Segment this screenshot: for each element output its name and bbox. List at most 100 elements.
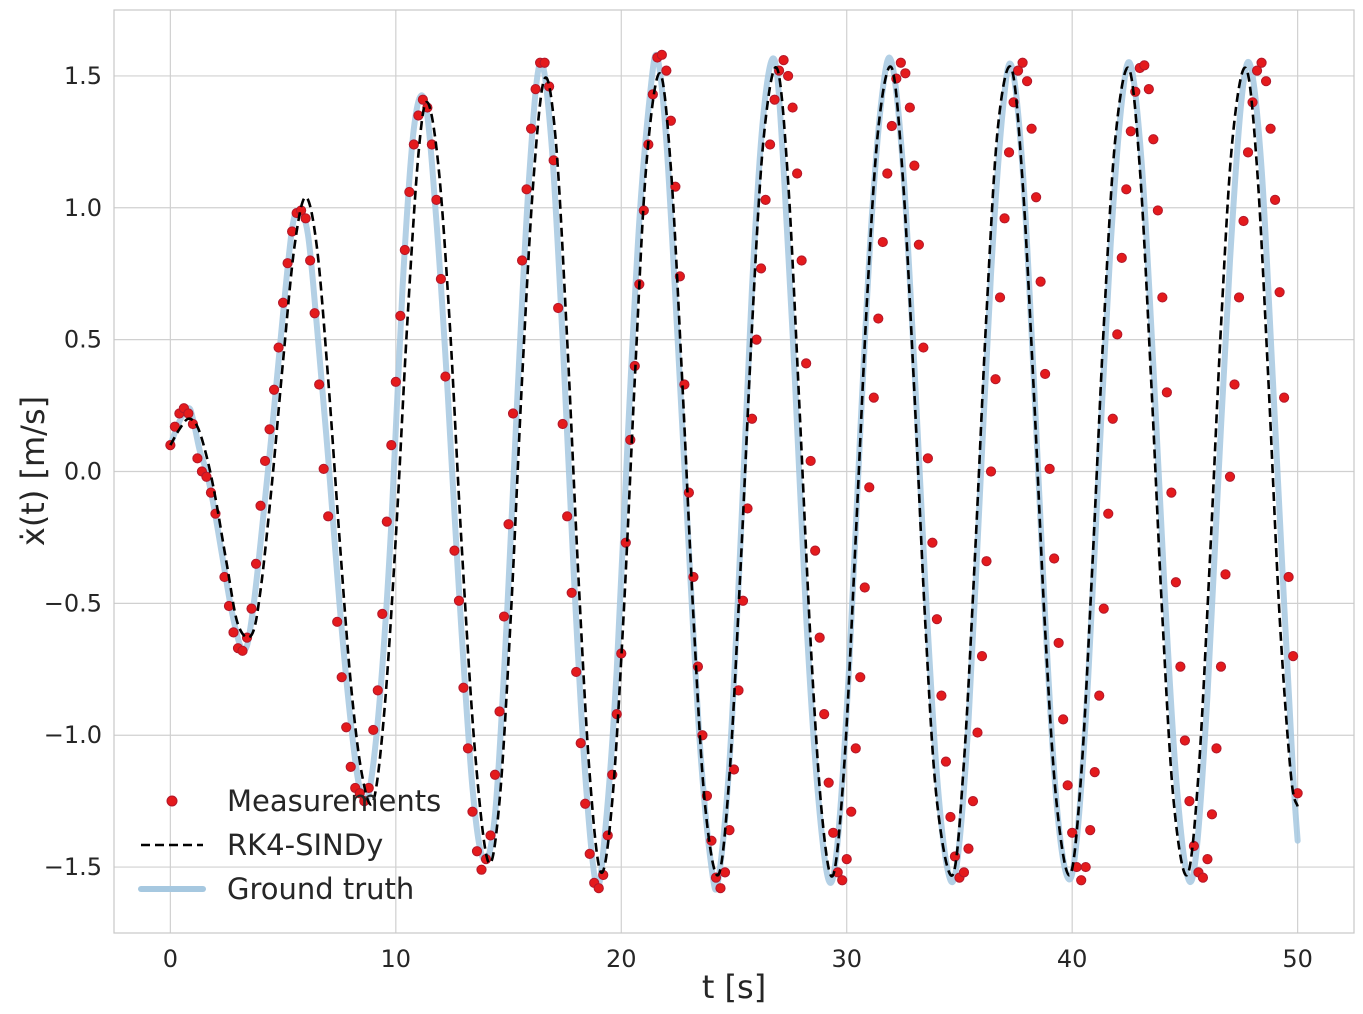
measurement-point	[1256, 57, 1267, 68]
measurement-point	[1288, 651, 1299, 662]
measurement-point	[453, 595, 465, 606]
measurement-point	[1017, 57, 1028, 68]
measurement-point	[1026, 123, 1037, 134]
measurement-point	[873, 313, 884, 324]
measurement-point	[864, 482, 875, 493]
measurement-point	[625, 434, 636, 445]
measurement-point	[746, 413, 758, 424]
measurement-point	[264, 424, 275, 435]
measurement-point	[449, 545, 460, 556]
measurement-point	[1116, 252, 1127, 263]
measurement-point	[390, 376, 401, 387]
x-tick-label: 20	[606, 945, 637, 973]
measurement-point	[805, 455, 816, 467]
measurement-point	[1206, 809, 1218, 820]
measurement-point	[503, 519, 514, 530]
measurement-point	[309, 308, 320, 319]
measurement-point	[859, 582, 870, 593]
x-tick-label: 10	[381, 945, 412, 973]
measurement-point	[913, 239, 924, 250]
measurement-point	[1202, 854, 1213, 865]
measurement-point	[259, 455, 271, 467]
measurement-point	[895, 57, 906, 68]
series-layer	[165, 49, 1303, 894]
measurement-point	[602, 830, 613, 841]
measurement-point	[715, 883, 726, 894]
measurement-point	[679, 379, 690, 390]
measurement-point	[994, 292, 1006, 303]
series-ground-truth-line	[167, 51, 1301, 893]
measurement-point	[945, 811, 956, 823]
measurement-point	[1049, 553, 1060, 564]
measurement-point	[1283, 571, 1294, 583]
measurement-point	[440, 371, 451, 382]
measurement-point	[719, 867, 731, 878]
measurement-point	[1260, 76, 1272, 87]
plot-area	[165, 49, 1303, 894]
measurement-point	[1103, 508, 1114, 519]
measurement-point	[760, 194, 771, 205]
legend: Measurements RK4-SINDy Ground truth	[138, 784, 441, 906]
measurement-point	[1044, 463, 1055, 474]
measurement-point	[1175, 661, 1186, 672]
y-tick-label: 0.0	[64, 458, 102, 486]
x-tick-labels: 0 10 20 30 40 50	[163, 945, 1313, 973]
measurement-point	[377, 608, 388, 620]
measurement-point	[972, 727, 983, 738]
measurement-point	[1031, 192, 1042, 203]
measurement-point	[580, 798, 591, 809]
measurement-point	[967, 796, 979, 807]
measurement-point	[877, 236, 888, 248]
measurement-point	[1152, 205, 1163, 216]
measurement-point	[417, 94, 428, 105]
measurement-point	[201, 471, 212, 482]
measurement-point	[435, 273, 447, 285]
measurement-point	[183, 408, 194, 419]
measurement-point	[963, 843, 974, 854]
measurement-point	[936, 690, 947, 701]
measurement-point	[900, 68, 911, 79]
measurement-point	[1040, 368, 1051, 380]
measurement-point	[1085, 825, 1096, 836]
measurement-point	[1058, 714, 1069, 725]
measurement-point	[553, 302, 564, 314]
measurement-point	[764, 139, 776, 150]
x-axis-label: t [s]	[702, 968, 766, 1006]
measurement-point	[237, 645, 248, 656]
measurement-point	[683, 487, 695, 498]
measurement-point	[1003, 147, 1015, 158]
measurement-point	[169, 421, 180, 432]
measurement-point	[404, 186, 415, 198]
measurement-point	[909, 160, 920, 171]
legend-measurements-marker	[166, 795, 178, 807]
measurement-point	[1197, 872, 1209, 883]
legend-measurements-label: Measurements	[227, 784, 441, 818]
measurement-point	[408, 139, 419, 150]
measurement-point	[507, 408, 519, 419]
measurement-point	[1098, 603, 1109, 614]
legend-rk4-sindy-label: RK4-SINDy	[227, 828, 383, 862]
measurement-point	[886, 120, 897, 132]
measurement-point	[467, 806, 478, 817]
measurement-point	[562, 511, 573, 522]
measurement-point	[1211, 743, 1222, 754]
measurement-point	[277, 297, 289, 308]
y-tick-label: −1.5	[44, 853, 102, 881]
measurement-point	[525, 123, 537, 134]
measurement-point	[1265, 123, 1276, 134]
measurement-point	[1215, 661, 1227, 672]
measurement-point	[1166, 487, 1177, 498]
measurement-point	[1157, 292, 1168, 303]
measurement-point	[850, 743, 861, 754]
measurement-point	[192, 453, 203, 464]
measurement-point	[381, 516, 392, 527]
measurement-point	[1125, 126, 1136, 137]
measurement-point	[498, 611, 510, 622]
measurement-point	[1107, 413, 1118, 424]
measurement-point	[386, 440, 397, 451]
x-tick-label: 40	[1057, 945, 1088, 973]
measurement-point	[250, 558, 262, 569]
measurement-point	[801, 358, 812, 369]
measurement-point	[395, 310, 406, 322]
